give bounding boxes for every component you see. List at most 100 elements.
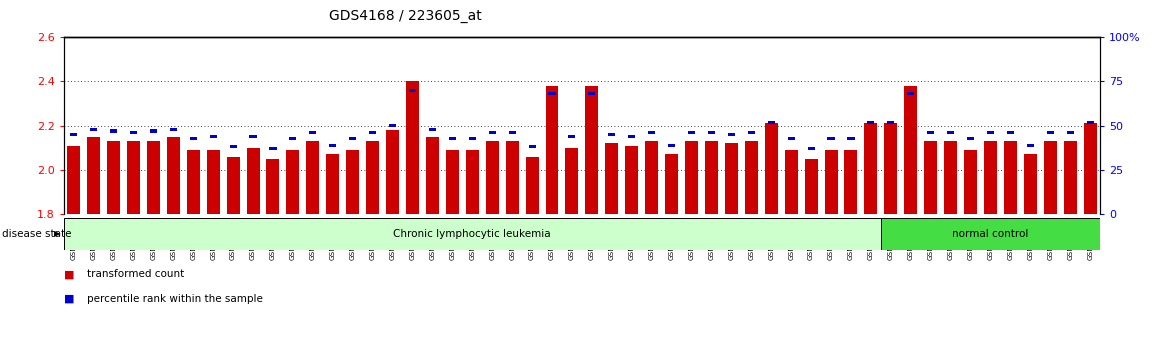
Bar [307, 141, 320, 214]
Bar [1043, 141, 1057, 214]
Bar [206, 150, 220, 214]
Bar [728, 133, 735, 136]
Bar [409, 89, 416, 92]
Bar [606, 143, 618, 214]
Bar [1064, 141, 1077, 214]
Text: transformed count: transformed count [87, 269, 184, 279]
Bar [881, 218, 1100, 250]
Bar [787, 137, 794, 139]
Bar [628, 135, 636, 138]
Bar [864, 124, 878, 214]
Bar [327, 154, 339, 214]
Bar [64, 218, 881, 250]
Bar [249, 135, 257, 138]
Text: disease state: disease state [2, 229, 72, 239]
Bar [489, 131, 496, 134]
Bar [229, 145, 236, 148]
Bar [127, 141, 140, 214]
Bar [824, 150, 837, 214]
Bar [90, 128, 97, 131]
Bar [545, 86, 558, 214]
Bar [1084, 124, 1097, 214]
Bar [648, 131, 655, 134]
Bar [286, 150, 300, 214]
Bar [386, 130, 400, 214]
Bar [549, 92, 556, 95]
Bar [329, 144, 336, 147]
Bar [1004, 141, 1017, 214]
Bar [967, 137, 974, 139]
Bar [984, 141, 997, 214]
Bar [71, 133, 78, 136]
Bar [1006, 131, 1014, 134]
Bar [290, 137, 296, 139]
Bar [785, 150, 798, 214]
Bar [645, 141, 658, 214]
Bar [349, 137, 357, 139]
Bar [389, 124, 396, 127]
Bar [426, 137, 439, 214]
Bar [586, 86, 599, 214]
Bar [87, 137, 100, 214]
Bar [745, 141, 757, 214]
Bar [1047, 131, 1054, 134]
Text: ■: ■ [64, 269, 74, 279]
Bar [907, 92, 915, 95]
Bar [247, 148, 259, 214]
Bar [887, 121, 894, 124]
Bar [466, 150, 478, 214]
Bar [369, 131, 376, 134]
Bar [528, 145, 536, 148]
Bar [110, 130, 117, 132]
Bar [428, 128, 435, 131]
Bar [508, 131, 515, 134]
Bar [708, 131, 714, 134]
Bar [904, 86, 917, 214]
Bar [1086, 121, 1093, 124]
Bar [270, 147, 277, 150]
Text: percentile rank within the sample: percentile rank within the sample [87, 294, 263, 304]
Bar [944, 141, 958, 214]
Bar [190, 137, 197, 139]
Bar [885, 124, 897, 214]
Bar [924, 141, 937, 214]
Bar [130, 131, 137, 134]
Bar [828, 137, 835, 139]
Bar [688, 131, 695, 134]
Bar [186, 150, 199, 214]
Bar [147, 141, 160, 214]
Bar [947, 131, 954, 134]
Bar [506, 141, 519, 214]
Bar [485, 141, 499, 214]
Bar [608, 133, 615, 136]
Bar [588, 92, 595, 95]
Bar [665, 154, 679, 214]
Bar [1067, 131, 1073, 134]
Bar [210, 135, 217, 138]
Bar [807, 147, 815, 150]
Bar [705, 141, 718, 214]
Bar [844, 150, 857, 214]
Bar [1027, 144, 1034, 147]
Bar [170, 128, 177, 131]
Bar [928, 131, 935, 134]
Bar [266, 159, 279, 214]
Bar [625, 145, 638, 214]
Bar [565, 148, 578, 214]
Bar [725, 143, 738, 214]
Text: normal control: normal control [952, 229, 1028, 239]
Bar [107, 141, 120, 214]
Bar [668, 144, 675, 147]
Bar [406, 81, 419, 214]
Bar [764, 124, 778, 214]
Bar [867, 121, 874, 124]
Bar [149, 130, 157, 132]
Text: Chronic lymphocytic leukemia: Chronic lymphocytic leukemia [394, 229, 551, 239]
Bar [569, 135, 576, 138]
Bar [167, 137, 179, 214]
Bar [469, 137, 476, 139]
Bar [768, 121, 775, 124]
Bar [748, 131, 755, 134]
Text: ▶: ▶ [54, 229, 61, 238]
Bar [848, 137, 855, 139]
